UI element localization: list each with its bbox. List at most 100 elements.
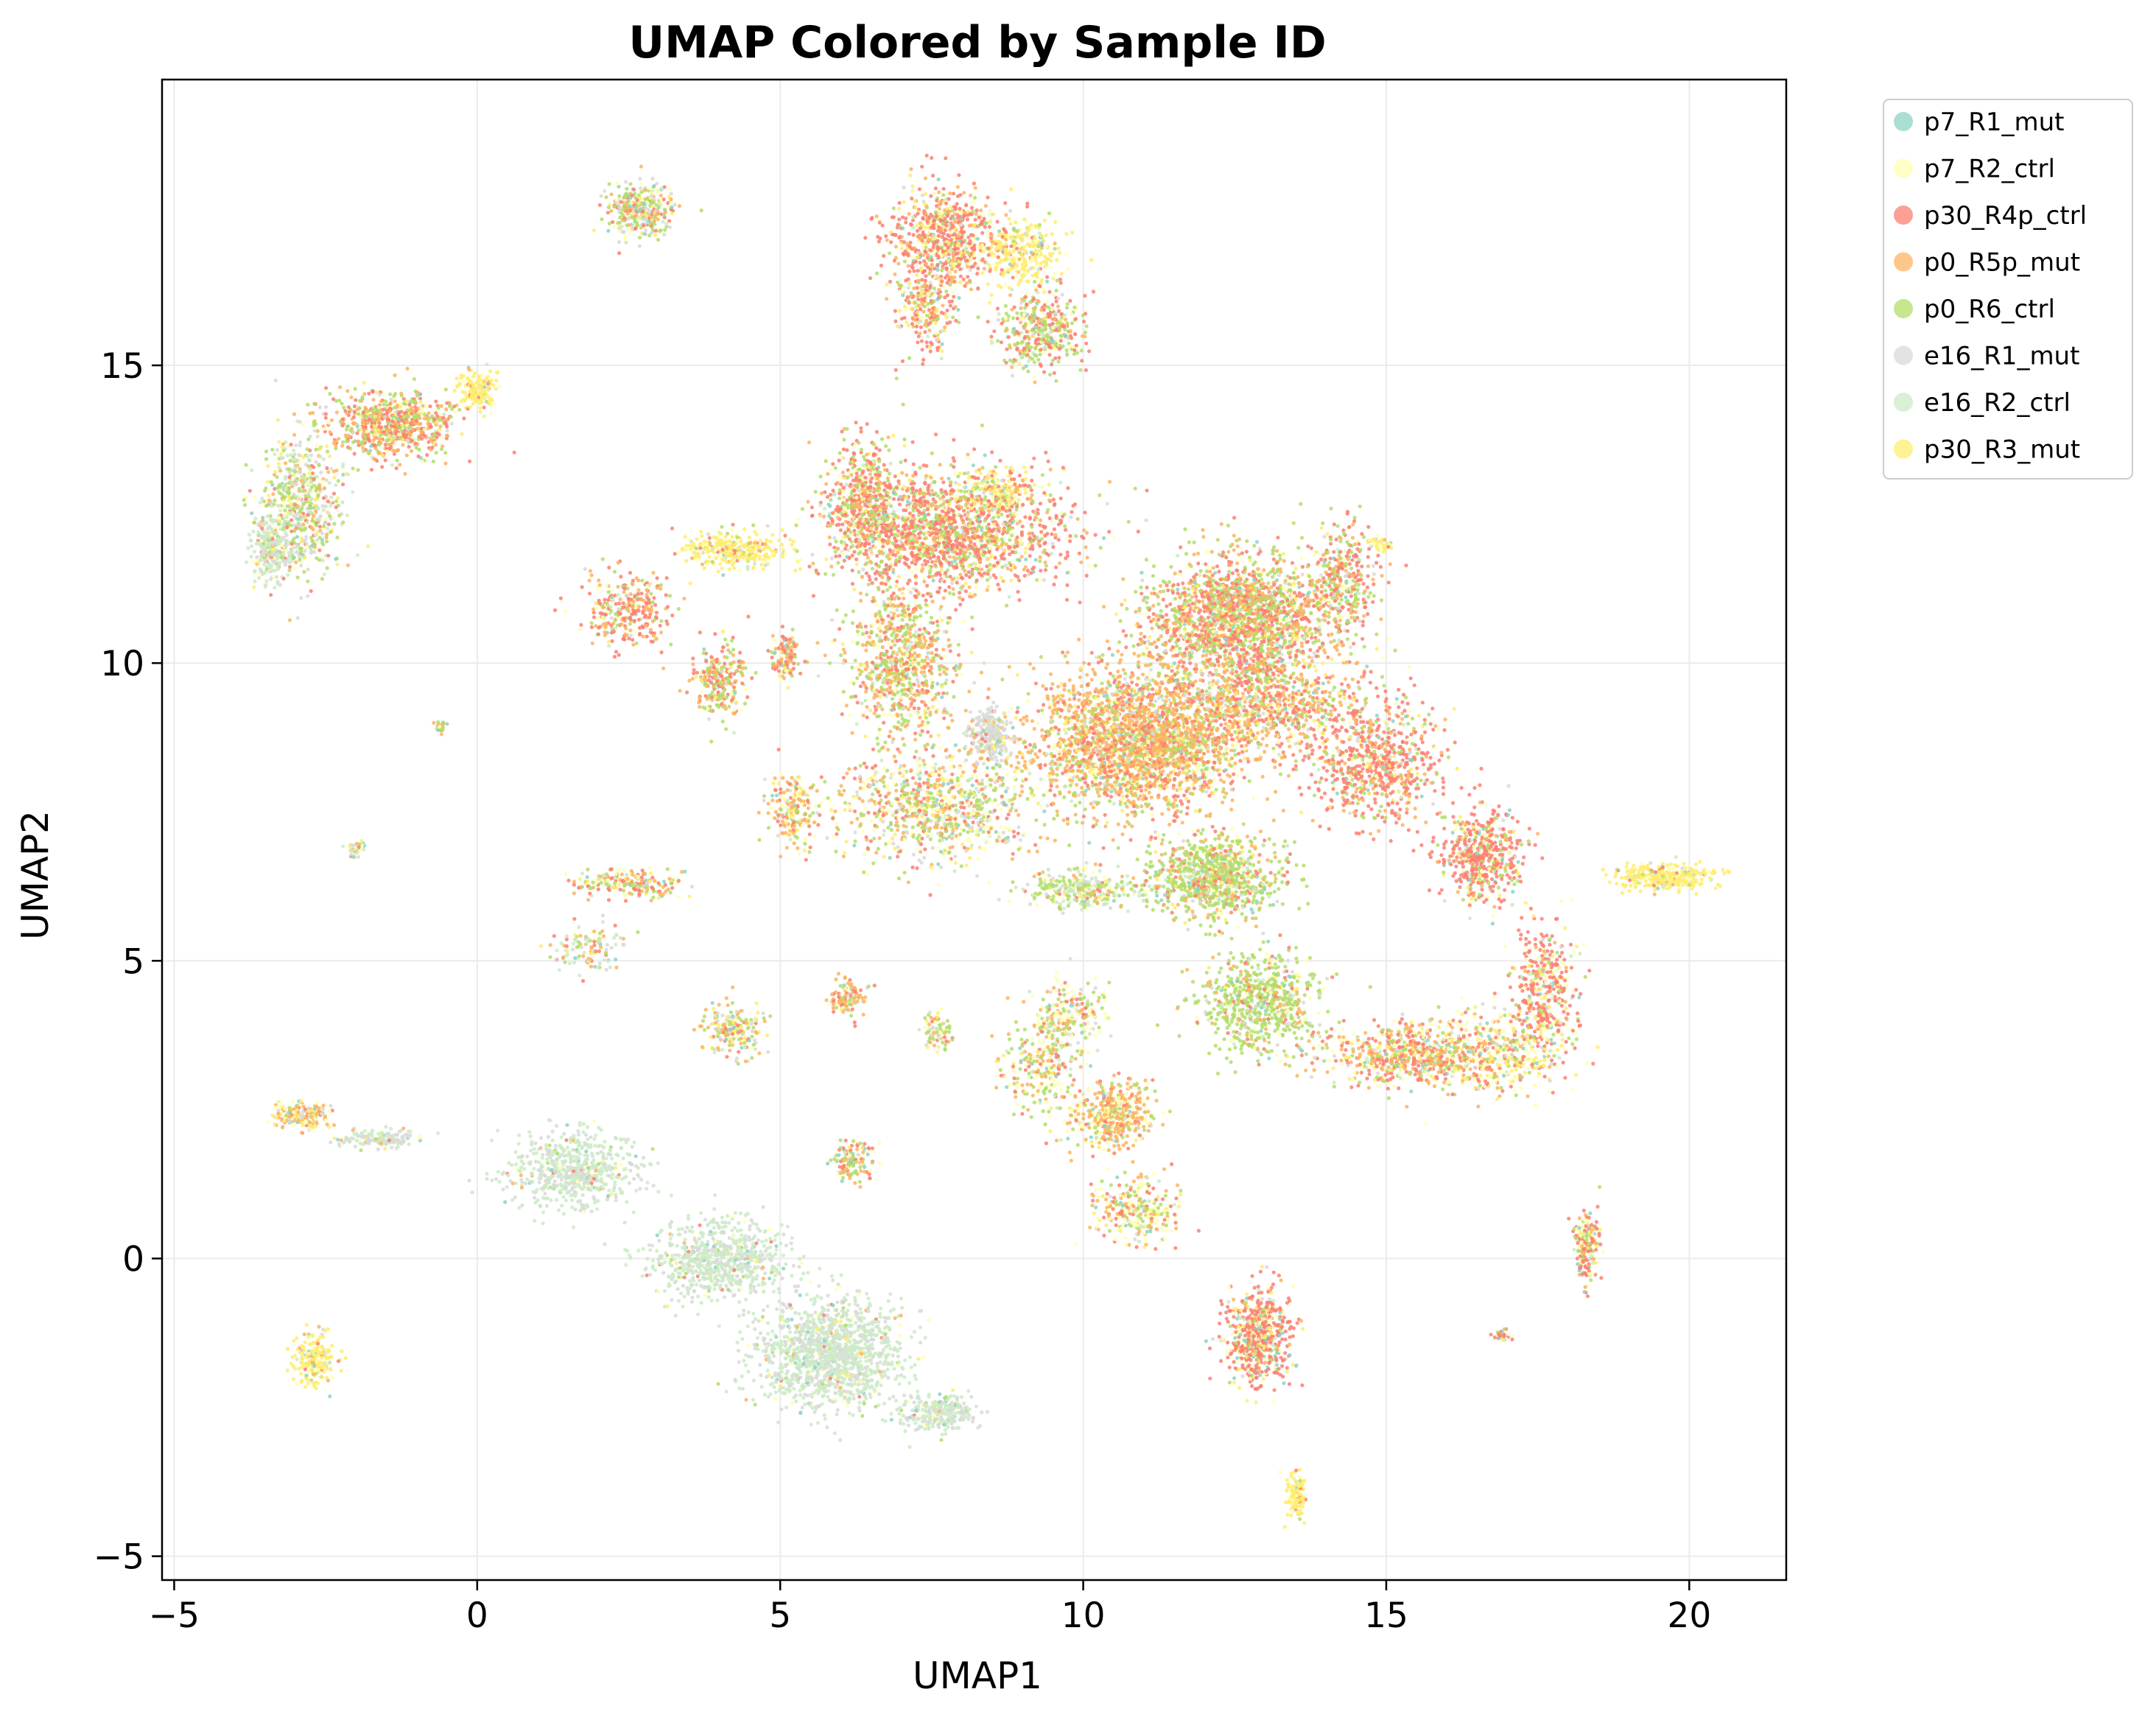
data-point: [841, 447, 846, 452]
data-point: [930, 451, 934, 456]
data-point: [1077, 793, 1081, 797]
data-point: [874, 656, 879, 660]
data-point: [700, 689, 704, 695]
data-point: [1316, 649, 1320, 653]
data-point: [334, 399, 339, 404]
data-point: [1492, 1005, 1497, 1010]
data-point: [1497, 894, 1502, 898]
data-point: [897, 309, 902, 313]
data-point: [586, 1125, 590, 1129]
data-point: [1360, 726, 1364, 731]
data-point: [889, 1417, 893, 1422]
data-point: [1323, 609, 1328, 614]
data-point: [909, 1335, 913, 1339]
data-point: [1531, 914, 1536, 919]
data-point: [712, 1226, 716, 1230]
data-point: [854, 722, 859, 726]
data-point: [1078, 368, 1083, 372]
data-point: [1131, 1143, 1136, 1148]
data-point: [1011, 726, 1015, 730]
data-point: [1366, 1086, 1372, 1090]
data-point: [1005, 347, 1009, 351]
data-point: [1257, 860, 1261, 864]
data-point: [1325, 768, 1330, 773]
data-point: [1279, 622, 1283, 626]
data-point: [1273, 873, 1277, 877]
data-point: [1451, 1018, 1456, 1022]
data-point: [1237, 1367, 1241, 1372]
data-point: [885, 238, 889, 242]
data-point: [701, 1019, 706, 1023]
data-point: [1321, 986, 1326, 991]
data-point: [363, 1128, 368, 1133]
data-point: [1070, 989, 1075, 994]
data-point: [779, 1223, 784, 1227]
data-point: [896, 1354, 900, 1358]
data-point: [822, 514, 826, 519]
data-point: [359, 1148, 363, 1153]
data-point: [1397, 745, 1402, 750]
data-point: [1525, 986, 1531, 991]
data-point: [1277, 1274, 1281, 1278]
data-point: [1092, 816, 1096, 821]
data-point: [470, 1190, 474, 1195]
data-point: [807, 824, 812, 829]
data-point: [1237, 1039, 1242, 1043]
data-point: [1215, 564, 1220, 569]
data-point: [1209, 924, 1213, 929]
data-point: [1347, 1076, 1352, 1081]
data-point: [1015, 316, 1019, 320]
data-point: [750, 675, 754, 681]
data-point: [276, 462, 281, 466]
data-point: [773, 1234, 778, 1238]
data-point: [310, 471, 315, 476]
data-point: [1161, 1111, 1165, 1115]
data-point: [1510, 815, 1514, 820]
data-point: [1283, 1337, 1288, 1341]
data-point: [1534, 1061, 1539, 1065]
data-point: [1028, 786, 1033, 790]
data-point: [1030, 1093, 1035, 1098]
data-point: [1080, 359, 1084, 363]
data-point: [341, 844, 345, 849]
data-point: [872, 773, 877, 777]
data-point: [1354, 790, 1358, 794]
data-point: [1308, 715, 1313, 719]
data-point: [1091, 805, 1095, 810]
data-point: [739, 1228, 743, 1232]
data-point: [1237, 1012, 1241, 1017]
data-point: [847, 1411, 851, 1416]
data-point: [567, 961, 572, 966]
data-point: [840, 1179, 844, 1184]
data-point: [1047, 705, 1052, 710]
data-point: [266, 1120, 270, 1124]
data-point: [1319, 590, 1324, 594]
data-point: [1398, 807, 1402, 812]
data-point: [301, 422, 305, 427]
data-point: [1105, 502, 1109, 506]
data-point: [1514, 1003, 1518, 1007]
data-point: [1023, 1068, 1028, 1073]
data-point: [1008, 293, 1013, 298]
data-point: [1327, 611, 1331, 615]
data-point: [1050, 1014, 1054, 1018]
data-point: [1232, 1297, 1236, 1302]
data-point: [923, 744, 927, 748]
data-point: [1024, 470, 1028, 474]
data-point: [603, 1242, 607, 1246]
data-point: [1307, 655, 1311, 659]
data-point: [550, 1138, 555, 1142]
data-point: [559, 1135, 564, 1140]
data-point: [1693, 862, 1699, 866]
data-point: [798, 1257, 802, 1261]
data-point: [1271, 557, 1276, 561]
data-point: [1454, 864, 1458, 868]
data-point: [859, 1310, 863, 1315]
data-point: [668, 1237, 673, 1241]
data-point: [530, 1172, 534, 1176]
data-point: [950, 208, 955, 213]
data-point: [807, 832, 812, 837]
data-point: [888, 729, 893, 734]
